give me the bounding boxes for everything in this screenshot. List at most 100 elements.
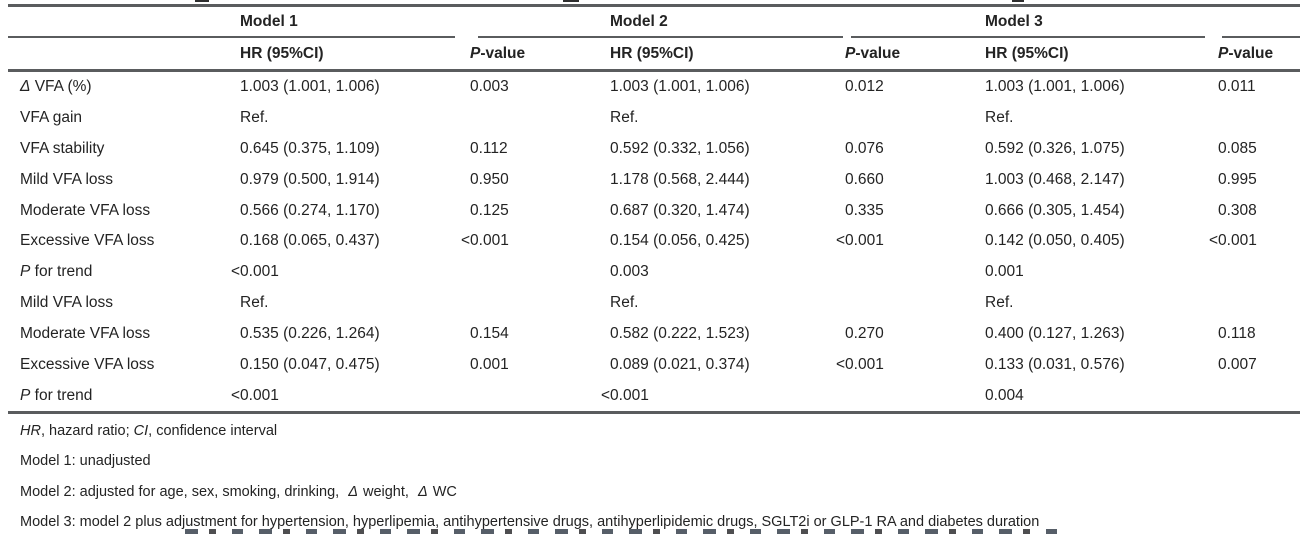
row-label-italic-prefix: P — [20, 263, 31, 281]
p-value: <0.001 — [836, 355, 884, 373]
p-value: 0.335 — [845, 201, 884, 219]
hr-ci-value: 0.150 (0.047, 0.475) — [240, 355, 380, 373]
hr-ci-value: <0.001 — [231, 386, 279, 404]
row-label-text: Mild VFA loss — [20, 170, 114, 188]
p-value: 0.001 — [470, 355, 509, 373]
p-value: <0.001 — [1209, 232, 1257, 250]
footnote-text-segment: Model 3: model 2 plus adjustment for hyp… — [20, 514, 1040, 531]
hr-ci-value: <0.001 — [601, 386, 649, 404]
table-row: VFA gain Ref. Ref. Ref. — [8, 103, 1300, 134]
hr-ci-value: <0.001 — [231, 263, 279, 281]
row-label: VFA gain — [8, 109, 240, 127]
spanner-rule-segment — [8, 36, 455, 38]
hr-ci-value: 0.001 — [985, 263, 1024, 281]
footnote-text-segment: , confidence interval — [148, 422, 278, 439]
row-label: P for trend — [8, 263, 240, 281]
hr-ci-value: Ref. — [985, 109, 1014, 127]
p-value: <0.001 — [461, 232, 509, 250]
hr-ci-value: 0.687 (0.320, 1.474) — [610, 201, 750, 219]
table-row: Excessive VFA loss 0.150 (0.047, 0.475) 0.… — [8, 349, 1300, 380]
hr-ci-value: 0.582 (0.222, 1.523) — [610, 324, 750, 342]
cropped-caption-fragment — [195, 0, 209, 2]
p-value: 0.118 — [1218, 324, 1256, 342]
table-row: Mild VFA loss Ref. Ref. Ref. — [8, 288, 1300, 319]
hr-ci-header: HR (95%CI) — [985, 44, 1069, 62]
p-value: 0.125 — [470, 201, 509, 219]
hr-ci-header: HR (95%CI) — [240, 44, 324, 62]
hr-ci-value: Ref. — [240, 294, 269, 312]
cropped-text-fragments — [185, 529, 1070, 534]
hr-ci-value: 1.003 (1.001, 1.006) — [610, 78, 750, 96]
header-bottom-rule — [8, 69, 1300, 72]
row-label-text: Moderate VFA loss — [20, 324, 151, 342]
row-label: Moderate VFA loss — [8, 325, 240, 343]
p-value-header-prefix: P — [470, 44, 481, 62]
table-row: Δ VFA (%) 1.003 (1.001, 1.006) 0.003 1.003 … — [8, 72, 1300, 103]
hr-ci-header: HR (95%CI) — [610, 44, 694, 62]
footnote-italic-segment: HR — [20, 422, 41, 439]
spanner-rule-segment — [851, 36, 1205, 38]
row-label-text: for trend — [30, 263, 93, 281]
model-spanner-label: Model 1 — [240, 12, 298, 30]
hr-ci-value: 0.133 (0.031, 0.576) — [985, 355, 1125, 373]
row-label: Excessive VFA loss — [8, 356, 240, 374]
row-label-text: VFA stability — [20, 140, 105, 158]
footnote-text-segment: Model 1: unadjusted — [20, 453, 151, 470]
hr-ci-value: 0.645 (0.375, 1.109) — [240, 140, 380, 158]
hr-ci-value: Ref. — [610, 109, 639, 127]
p-value: 0.012 — [845, 78, 884, 96]
p-value-header: P-value — [1218, 45, 1300, 63]
p-value-header-suffix: -value — [855, 44, 901, 62]
p-value: 0.011 — [1218, 78, 1256, 96]
table-row: Mild VFA loss 0.979 (0.500, 1.914) 0.950 1.… — [8, 164, 1300, 195]
p-value-header-prefix: P — [845, 44, 856, 62]
table-body: Δ VFA (%) 1.003 (1.001, 1.006) 0.003 1.003 … — [8, 72, 1300, 411]
footnote-text-segment: , hazard ratio; — [40, 422, 134, 439]
footnote-line: Model 2: adjusted for age, sex, smoking,… — [20, 477, 1300, 508]
spanner-rule-segment — [478, 36, 843, 38]
footnote-italic-segment: CI — [133, 422, 149, 439]
row-label-text: VFA gain — [20, 109, 83, 127]
p-value: 0.660 — [845, 170, 884, 188]
hr-ci-value: 1.003 (1.001, 1.006) — [240, 78, 380, 96]
p-value-header: P-value — [470, 45, 610, 63]
row-label-text: Moderate VFA loss — [20, 201, 151, 219]
cropped-caption-fragment — [1012, 0, 1024, 2]
hr-ci-value: Ref. — [985, 294, 1014, 312]
hr-ci-value: 1.003 (0.468, 2.147) — [985, 170, 1125, 188]
row-label-italic-prefix: P — [20, 386, 31, 404]
hr-ci-value: Ref. — [610, 294, 639, 312]
footnote-italic-segment: Δ — [417, 483, 428, 500]
hr-ci-value: 0.168 (0.065, 0.437) — [240, 232, 380, 250]
p-value: 0.112 — [470, 140, 508, 158]
model-spanner-row: Model 1 Model 2 Model 3 — [8, 7, 1300, 36]
hazard-ratio-table: Model 1 Model 2 Model 3 HR (95%CI) P-value H… — [8, 4, 1300, 538]
row-label-text: VFA (%) — [30, 78, 92, 96]
hr-ci-value: Ref. — [240, 109, 269, 127]
table-row: P for trend <0.001 <0.001 0.004 — [8, 380, 1300, 411]
hr-ci-value: 0.592 (0.326, 1.075) — [985, 140, 1125, 158]
row-label: Moderate VFA loss — [8, 202, 240, 220]
p-value: 0.076 — [845, 140, 884, 158]
row-label: Excessive VFA loss — [8, 232, 240, 250]
row-label-text: Mild VFA loss — [20, 294, 114, 312]
p-value: 0.154 — [470, 324, 509, 342]
cropped-caption-fragment — [563, 0, 579, 2]
table-top-rule — [8, 4, 1300, 7]
table-row: Excessive VFA loss 0.168 (0.065, 0.437) <0… — [8, 226, 1300, 257]
row-label: VFA stability — [8, 140, 240, 158]
p-value: 0.308 — [1218, 201, 1257, 219]
hr-ci-value: 0.592 (0.332, 1.056) — [610, 140, 750, 158]
row-label-text: Excessive VFA loss — [20, 355, 155, 373]
footnote-text-segment: WC — [428, 483, 457, 500]
table-bottom-rule — [8, 410, 1300, 414]
p-value: 0.085 — [1218, 140, 1257, 158]
p-value: <0.001 — [836, 232, 884, 250]
hr-ci-value: 1.003 (1.001, 1.006) — [985, 78, 1125, 96]
row-label: Mild VFA loss — [8, 294, 240, 312]
p-value: 0.003 — [470, 78, 509, 96]
hr-ci-value: 0.142 (0.050, 0.405) — [985, 232, 1125, 250]
hr-ci-value: 0.089 (0.021, 0.374) — [610, 355, 750, 373]
model-spanner-label: Model 3 — [985, 12, 1043, 30]
footnote-italic-segment: Δ — [348, 483, 358, 500]
